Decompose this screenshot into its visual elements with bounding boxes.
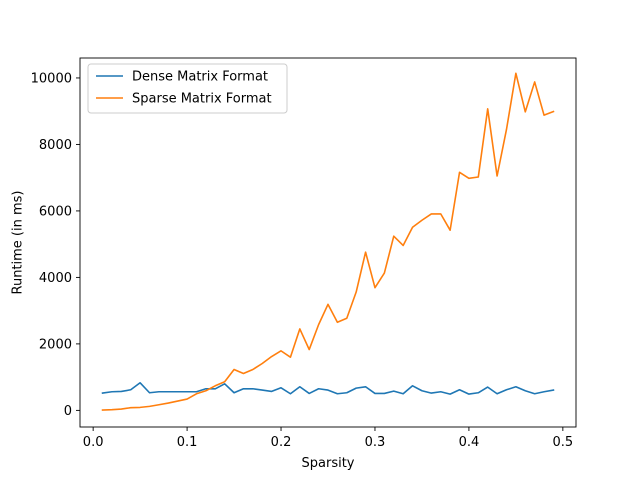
legend-label: Dense Matrix Format [132,70,268,85]
x-tick-label: 0.4 [459,435,480,450]
y-tick-label: 4000 [39,271,72,286]
series-layer [101,72,555,411]
y-tick-label: 2000 [39,337,72,352]
x-tick-label: 0.3 [365,435,386,450]
y-tick-label: 6000 [39,204,72,219]
y-axis-ticks: 0 2000 4000 6000 8000 10000 [31,71,80,419]
x-axis-label: Sparsity [302,456,355,471]
legend-label: Sparse Matrix Format [132,92,272,107]
x-tick-label: 0.0 [83,435,104,450]
series-line-sparse [101,72,555,411]
x-tick-label: 0.5 [553,435,574,450]
series-line-dense [101,381,555,395]
y-tick-label: 0 [64,404,72,419]
y-axis-label: Runtime (in ms) [11,191,26,295]
legend: Dense Matrix Format Sparse Matrix Format [87,63,288,114]
axes-border [79,57,577,428]
axes-frame [79,57,577,428]
x-tick-label: 0.1 [177,435,198,450]
legend-box [87,63,288,114]
y-tick-label: 8000 [39,138,72,153]
x-tick-label: 0.2 [271,435,292,450]
y-tick-label: 10000 [31,71,72,86]
x-axis-ticks: 0.0 0.1 0.2 0.3 0.4 0.5 [83,427,573,450]
